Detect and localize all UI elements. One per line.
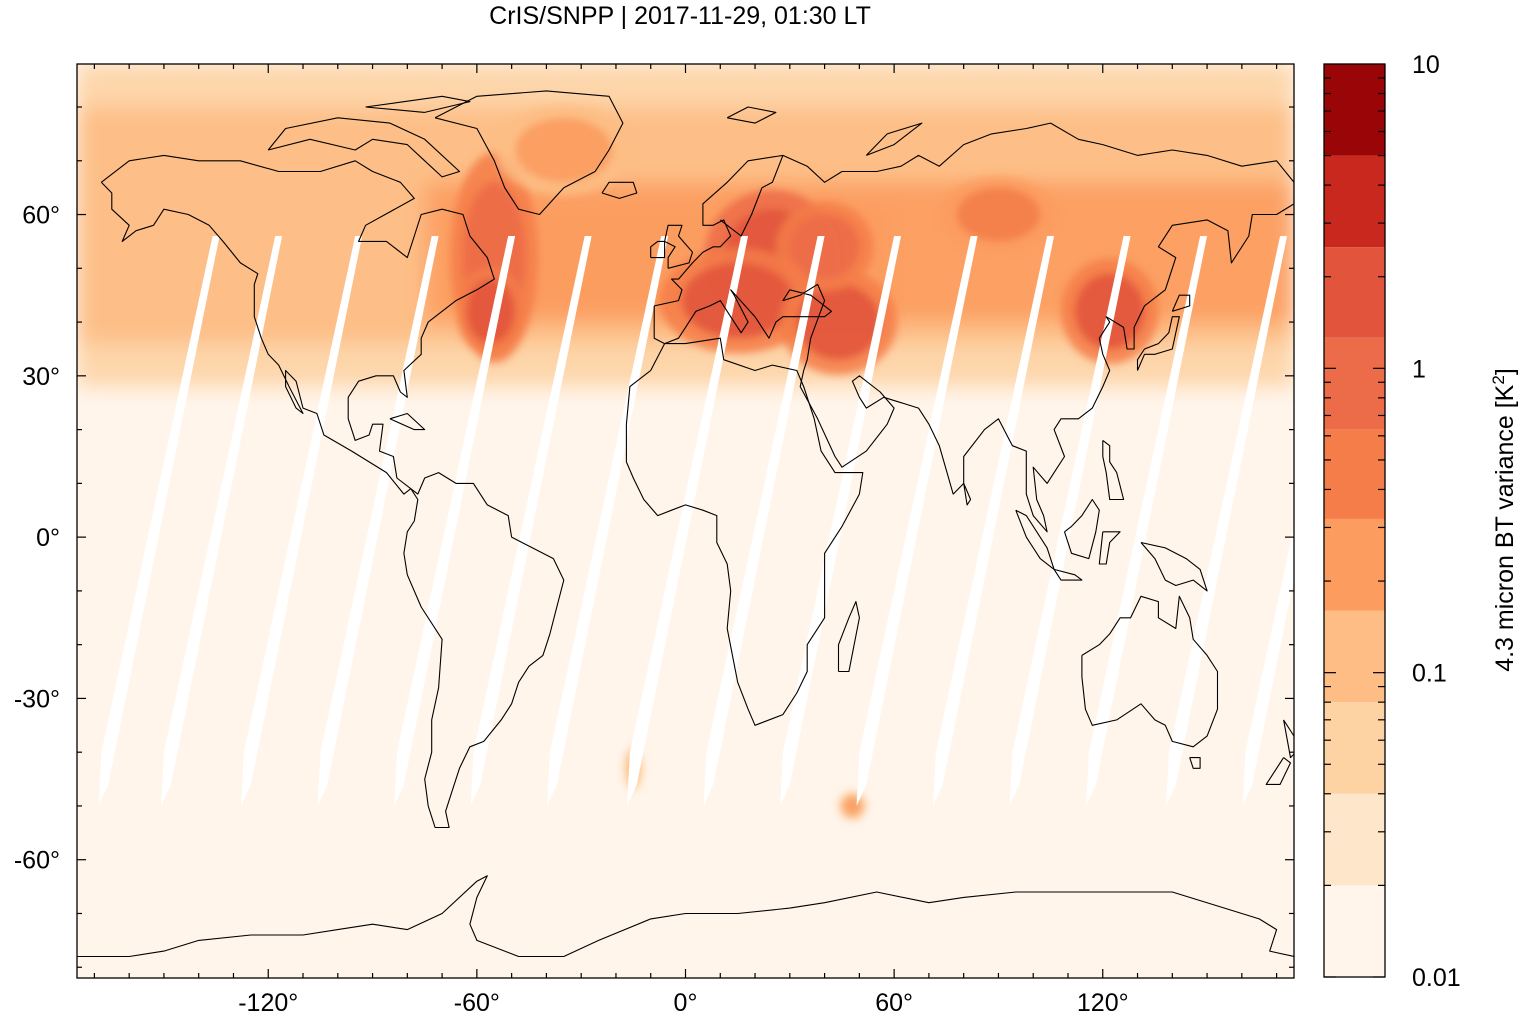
y-tick-label: 60° bbox=[22, 202, 60, 230]
colorbar-bin bbox=[1324, 64, 1385, 156]
x-tick-label: -60° bbox=[454, 989, 500, 1017]
coastline bbox=[1081, 595, 1219, 748]
coastline bbox=[963, 483, 972, 506]
colorbar-label-superscript: 2 bbox=[1489, 375, 1508, 384]
orbit-gap bbox=[1009, 236, 1131, 806]
orbit-gap bbox=[98, 236, 220, 806]
coastline bbox=[653, 122, 1294, 533]
coastline bbox=[1053, 568, 1083, 581]
orbit-gap bbox=[241, 236, 363, 806]
colorbar-bin bbox=[1324, 518, 1385, 611]
x-tick-label: 60° bbox=[875, 989, 913, 1017]
colorbar-tick-label: 10 bbox=[1412, 51, 1440, 79]
coastline bbox=[1136, 316, 1180, 371]
coastline bbox=[267, 117, 461, 178]
y-tick-label: 30° bbox=[22, 363, 60, 391]
coastline bbox=[625, 337, 864, 726]
hotspot bbox=[956, 187, 1041, 242]
coastline bbox=[837, 601, 860, 673]
colorbar-bin bbox=[1324, 247, 1385, 338]
coastline bbox=[389, 412, 426, 431]
coastline bbox=[1140, 541, 1208, 592]
y-tick-label: 0° bbox=[36, 524, 60, 552]
colorbar: 10 1 0.1 0.01 bbox=[1323, 51, 1461, 992]
x-tick-label: 0° bbox=[674, 989, 698, 1017]
colorbar-bin bbox=[1324, 429, 1385, 519]
orbit-gap bbox=[933, 236, 1055, 806]
orbit-gap bbox=[394, 236, 516, 806]
colorbar-bin bbox=[1324, 885, 1385, 977]
coastline bbox=[1171, 294, 1191, 312]
orbit-gap bbox=[317, 236, 439, 806]
coastline bbox=[650, 240, 666, 259]
coastline bbox=[1098, 531, 1121, 565]
coastline bbox=[664, 224, 694, 269]
x-tick-label: 120° bbox=[1077, 989, 1129, 1017]
chart-title: CrIS/SNPP | 2017-11-29, 01:30 LT bbox=[489, 2, 871, 30]
y-tick-label: -30° bbox=[14, 685, 60, 713]
coastline bbox=[365, 95, 471, 113]
orbit-gap bbox=[1166, 236, 1288, 806]
hotspot bbox=[682, 262, 794, 339]
orbit-gap bbox=[470, 236, 592, 806]
map-plot-area bbox=[77, 64, 1294, 978]
coastline bbox=[434, 90, 624, 216]
colorbar-tick-label: 0.01 bbox=[1412, 964, 1461, 992]
x-tick-label: -120° bbox=[238, 989, 298, 1017]
x-axis: -120° -60° 0° 60° 120° bbox=[93, 64, 1278, 1017]
orbit-gap-layer bbox=[98, 236, 1294, 806]
orbit-gap bbox=[1242, 526, 1294, 806]
coastline bbox=[1189, 757, 1201, 769]
orbit-gap bbox=[161, 236, 283, 806]
orbit-gap bbox=[627, 236, 749, 806]
colorbar-bin bbox=[1324, 155, 1385, 248]
coastline bbox=[1265, 757, 1292, 785]
colorbar-bin bbox=[1324, 793, 1385, 886]
orbit-gap bbox=[780, 236, 902, 806]
orbit-gap bbox=[856, 236, 978, 806]
coastline bbox=[865, 122, 923, 156]
orbit-gap bbox=[547, 236, 669, 806]
coastline bbox=[1063, 498, 1100, 560]
coastline bbox=[719, 155, 784, 237]
coastline bbox=[403, 472, 565, 829]
coastlines bbox=[77, 90, 1294, 958]
coastline bbox=[1102, 439, 1125, 501]
colorbar-label: 4.3 micron BT variance [K2] bbox=[1489, 368, 1519, 672]
y-axis: 60° 30° 0° -30° -60° bbox=[14, 106, 1294, 968]
colorbar-tick-label: 0.1 bbox=[1412, 660, 1447, 688]
hotspot bbox=[515, 117, 613, 183]
coastline bbox=[726, 106, 777, 124]
hotspot bbox=[789, 214, 860, 280]
y-tick-label: -60° bbox=[14, 847, 60, 875]
colorbar-tick-label: 1 bbox=[1412, 355, 1426, 383]
coastline bbox=[77, 875, 1294, 958]
coastline bbox=[1283, 719, 1294, 759]
colorbar-bin bbox=[1324, 337, 1385, 430]
colorbar-frame bbox=[1323, 63, 1386, 978]
hotspot bbox=[796, 284, 881, 360]
coastline bbox=[100, 154, 495, 495]
colorbar-bin bbox=[1324, 610, 1385, 703]
colorbar-label-text: 4.3 micron BT variance [K bbox=[1491, 384, 1519, 671]
colorbar-label-close: ] bbox=[1491, 368, 1519, 375]
colorbar-bin bbox=[1324, 702, 1385, 794]
coastline bbox=[601, 181, 638, 199]
orbit-gap bbox=[1086, 236, 1208, 806]
